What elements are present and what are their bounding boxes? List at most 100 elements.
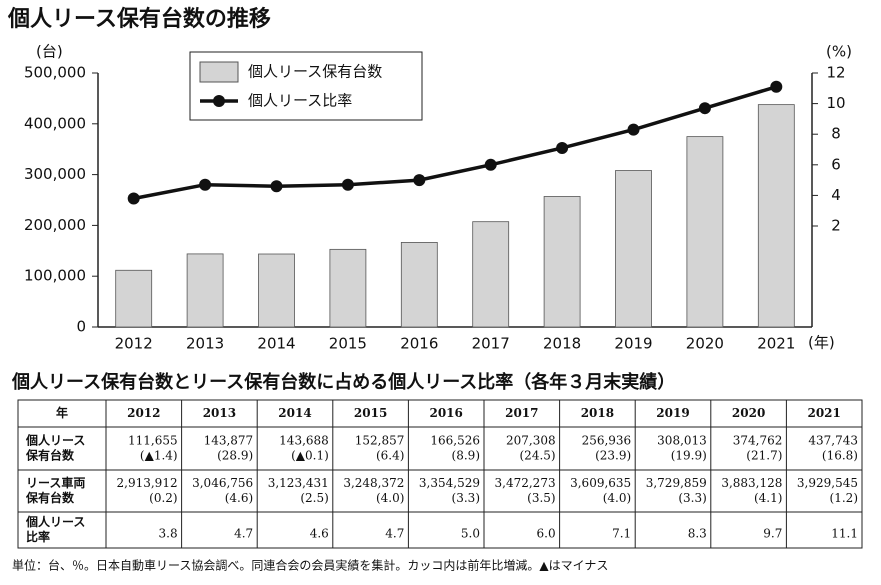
y2-tick-label: 12 — [826, 64, 845, 82]
table-cell: (3.3) — [452, 491, 480, 505]
y2-tick-label: 4 — [831, 186, 841, 204]
table-cell: 11.1 — [831, 527, 858, 541]
table-title: 個人リース保有台数とリース保有台数に占める個人リース比率（各年３月末実績） — [11, 371, 675, 393]
table-cell: 3,472,273 — [495, 476, 556, 490]
table-cell: (4.1) — [754, 491, 782, 505]
table-cell: 5.0 — [461, 527, 480, 541]
table-cell: 152,857 — [355, 434, 405, 448]
x-tick-label: 2021 — [757, 335, 795, 353]
line-marker — [341, 178, 354, 191]
table-cell: (4.6) — [225, 491, 253, 505]
row-label: 比率 — [26, 529, 50, 544]
table-cell: 2,913,912 — [117, 476, 178, 490]
bar — [686, 136, 724, 328]
line-marker — [556, 141, 569, 154]
table-cell: (6.4) — [376, 449, 404, 463]
table-cell: 3,929,545 — [797, 476, 858, 490]
y2-tick-label: 8 — [831, 125, 841, 143]
table-header: 2013 — [203, 406, 236, 420]
table-cell: 3,609,635 — [570, 476, 631, 490]
table-cell: 4.7 — [234, 527, 253, 541]
bar — [615, 170, 652, 328]
bar — [258, 253, 295, 328]
table-header: 2012 — [127, 406, 160, 420]
table-cell: 3,123,431 — [268, 476, 329, 490]
table-cell: 4.7 — [385, 527, 404, 541]
table-cell: 6.0 — [537, 527, 556, 541]
x-tick-label: 2017 — [472, 335, 510, 353]
line — [133, 85, 777, 201]
table-cell: (19.9) — [671, 449, 707, 463]
table-cell: 9.7 — [763, 527, 782, 541]
table-cell: (8.9) — [452, 449, 480, 463]
table-header: 2015 — [354, 406, 387, 420]
table-cell: (2.5) — [300, 491, 328, 505]
legend-label: 個人リース保有台数 — [248, 63, 382, 81]
table-cell: 3,354,529 — [419, 476, 480, 490]
y-tick-label: 500,000 — [24, 64, 86, 82]
table-header: 2018 — [581, 406, 614, 420]
bar — [186, 253, 224, 328]
y2-tick-label: 10 — [826, 94, 845, 112]
table-cell: 437,743 — [808, 434, 858, 448]
line-marker — [484, 158, 497, 171]
y-tick-label: 300,000 — [24, 165, 86, 183]
table-cell: (16.8) — [822, 449, 858, 463]
chart-title: 個人リース保有台数の推移 — [7, 6, 271, 32]
table-cell: 207,308 — [506, 434, 556, 448]
table-cell: 111,655 — [128, 434, 178, 448]
table-cell: 4.6 — [310, 527, 329, 541]
bar — [543, 196, 581, 328]
table-cell: (3.3) — [678, 491, 706, 505]
y2-tick-label: 2 — [831, 217, 841, 235]
table-cell: (▲1.4) — [140, 449, 178, 463]
table-cell: 143,877 — [204, 434, 254, 448]
line-marker — [698, 102, 711, 115]
table-header: 2020 — [732, 406, 765, 420]
table-border — [17, 399, 863, 549]
bar — [329, 248, 367, 328]
x-tick-label: 2018 — [543, 335, 581, 353]
y-tick-label: 100,000 — [24, 267, 86, 285]
y-tick-label: 200,000 — [24, 216, 86, 234]
y2-unit-label: (%) — [826, 43, 852, 61]
x-tick-label: 2013 — [186, 335, 224, 353]
x-unit-label: (年) — [808, 334, 835, 352]
row-label: 保有台数 — [25, 448, 75, 463]
table-cell: (0.2) — [149, 491, 177, 505]
y-tick-label: 0 — [76, 318, 86, 336]
x-tick-label: 2016 — [400, 335, 438, 353]
table-cell: (24.5) — [520, 449, 556, 463]
table-cell: (3.5) — [527, 491, 555, 505]
table-header: 2014 — [278, 406, 311, 420]
row-label: 個人リース — [25, 433, 85, 448]
x-tick-label: 2012 — [115, 335, 153, 353]
x-tick-label: 2020 — [686, 335, 724, 353]
line-marker — [199, 178, 212, 191]
table-cell: (23.9) — [595, 449, 631, 463]
table-cell: (4.0) — [376, 491, 404, 505]
table-cell: (1.2) — [830, 491, 858, 505]
table-cell: 3,248,372 — [343, 476, 404, 490]
table-cell: 3.8 — [159, 527, 178, 541]
bar — [757, 104, 795, 328]
line-marker — [770, 80, 783, 93]
table-cell: (4.0) — [603, 491, 631, 505]
table-cell: 308,013 — [657, 434, 707, 448]
table-cell: 3,729,859 — [646, 476, 707, 490]
table-header: 2021 — [807, 406, 840, 420]
row-label: 保有台数 — [25, 490, 75, 505]
table-cell: 7.1 — [612, 527, 631, 541]
table-cell: (▲0.1) — [291, 449, 329, 463]
y-tick-label: 400,000 — [24, 114, 86, 132]
line-marker — [270, 180, 283, 193]
bar — [115, 269, 153, 328]
legend-label: 個人リース比率 — [248, 92, 352, 110]
table-cell: (28.9) — [217, 449, 253, 463]
line-marker — [627, 123, 640, 136]
table-cell: 8.3 — [688, 527, 707, 541]
table-header: 2019 — [656, 406, 689, 420]
row-label: リース車両 — [26, 475, 85, 490]
table-cell: 3,883,128 — [721, 476, 782, 490]
